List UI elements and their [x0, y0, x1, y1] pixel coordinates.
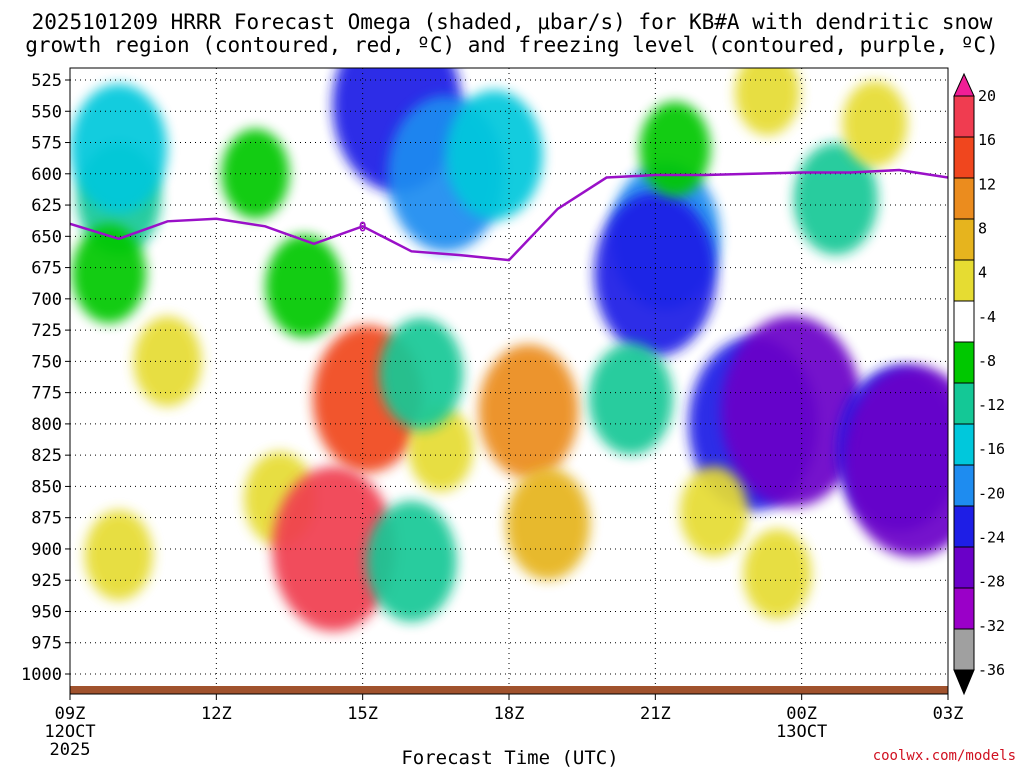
x-tick-label-09Z: 09Z	[55, 704, 86, 724]
colorbar-label-8: 8	[978, 219, 987, 237]
colorbar: 20 16 12 8 4 -4 -8 -12 -16 -20 -24 -28 -32 -36	[953, 72, 1005, 696]
omega-region-25	[793, 142, 878, 255]
omega-region-22	[721, 315, 863, 507]
colorbar-label-20: 20	[978, 87, 996, 105]
y-tick-label-750: 750	[31, 352, 62, 372]
colorbar-label--16: -16	[978, 440, 1005, 458]
omega-region-1	[70, 83, 168, 214]
y-tick-label-975: 975	[31, 634, 62, 654]
y-tick-label-1000: 1000	[21, 665, 62, 685]
colorbar-box-0	[953, 95, 975, 138]
x-tick-label-03Z: 03Z	[933, 704, 964, 724]
omega-shaded-field	[70, 68, 948, 632]
y-tick-label-775: 775	[31, 384, 62, 404]
y-tick-label-875: 875	[31, 509, 62, 529]
omega-region-9	[272, 466, 395, 632]
omega-region-12	[445, 90, 543, 220]
colorbar-box-8	[953, 423, 975, 466]
y-tick-label-850: 850	[31, 477, 62, 497]
y-tick-label-575: 575	[31, 134, 62, 154]
colorbar-top-arrow	[953, 72, 975, 97]
colorbar-label--4: -4	[978, 308, 996, 326]
omega-region-28	[679, 466, 748, 557]
colorbar-label--32: -32	[978, 617, 1005, 635]
omega-region-2	[71, 224, 147, 324]
colorbar-label--28: -28	[978, 573, 1005, 591]
omega-region-30	[735, 68, 800, 136]
y-tick-label-900: 900	[31, 540, 62, 560]
y-tick-label-650: 650	[31, 227, 62, 247]
freezing-level-line	[70, 168, 948, 262]
x-tick-year-09Z: 2025	[50, 740, 91, 760]
chart-title-line2: growth region (contoured, red, ºC) and f…	[25, 33, 999, 57]
x-tick-label-15Z: 15Z	[347, 704, 378, 724]
omega-region-26	[639, 101, 711, 196]
y-tick-label-800: 800	[31, 415, 62, 435]
y-tick-label-700: 700	[31, 290, 62, 310]
omega-region-20	[588, 342, 673, 455]
x-tick-date-09Z: 12OCT	[44, 722, 95, 742]
colorbar-box-4	[953, 259, 975, 302]
terrain-strip	[70, 686, 948, 694]
y-tick-label-550: 550	[31, 102, 62, 122]
omega-region-14	[379, 317, 464, 430]
x-tick-label-21Z: 21Z	[640, 704, 671, 724]
colorbar-label-12: 12	[978, 175, 996, 193]
colorbar-label--24: -24	[978, 529, 1005, 547]
colorbar-label-16: 16	[978, 131, 996, 149]
colorbar-box-9	[953, 464, 975, 507]
colorbar-label--36: -36	[978, 661, 1005, 679]
x-tick-date-00Z: 13OCT	[776, 722, 827, 742]
x-tick-label-12Z: 12Z	[201, 704, 232, 724]
omega-region-27	[743, 528, 812, 619]
credit-label: coolwx.com/models	[873, 748, 1016, 764]
colorbar-box-10	[953, 505, 975, 548]
colorbar-bottom-arrow	[953, 669, 975, 696]
colorbar-box-5	[953, 300, 975, 343]
colorbar-label--20: -20	[978, 484, 1005, 502]
colorbar-label--12: -12	[978, 396, 1005, 414]
y-tick-label-825: 825	[31, 446, 62, 466]
omega-region-24	[843, 365, 948, 557]
colorbar-box-7	[953, 382, 975, 425]
omega-region-16	[478, 344, 579, 479]
y-tick-label-525: 525	[31, 71, 62, 91]
x-axis-label: Forecast Time (UTC)	[401, 747, 618, 768]
colorbar-box-6	[953, 341, 975, 384]
omega-region-3	[84, 510, 153, 601]
colorbar-label-4: 4	[978, 264, 987, 282]
y-axis: 525 550 575 600 625 650 675 700 725 750 775 800 825 8…	[21, 71, 70, 685]
omega-region-17	[506, 467, 591, 580]
omega-region-29	[842, 80, 908, 167]
y-tick-label-600: 600	[31, 165, 62, 185]
colorbar-box-11	[953, 546, 975, 589]
colorbar-box-1	[953, 136, 975, 179]
colorbar-box-12	[953, 587, 975, 630]
colorbar-box-13	[953, 628, 975, 671]
colorbar-label--8: -8	[978, 352, 996, 370]
y-tick-label-925: 925	[31, 571, 62, 591]
freezing-level-label: 0	[359, 220, 367, 235]
x-tick-label-00Z: 00Z	[786, 704, 817, 724]
x-tick-label-18Z: 18Z	[494, 704, 525, 724]
omega-region-4	[133, 316, 202, 407]
colorbar-box-3	[953, 218, 975, 261]
chart-title-line1: 2025101209 HRRR Forecast Omega (shaded, …	[32, 10, 993, 34]
omega-region-15	[366, 501, 457, 622]
colorbar-box-2	[953, 177, 975, 220]
y-tick-label-725: 725	[31, 321, 62, 341]
y-tick-label-950: 950	[31, 602, 62, 622]
y-tick-label-675: 675	[31, 259, 62, 279]
omega-region-5	[265, 234, 343, 338]
y-tick-label-625: 625	[31, 196, 62, 216]
